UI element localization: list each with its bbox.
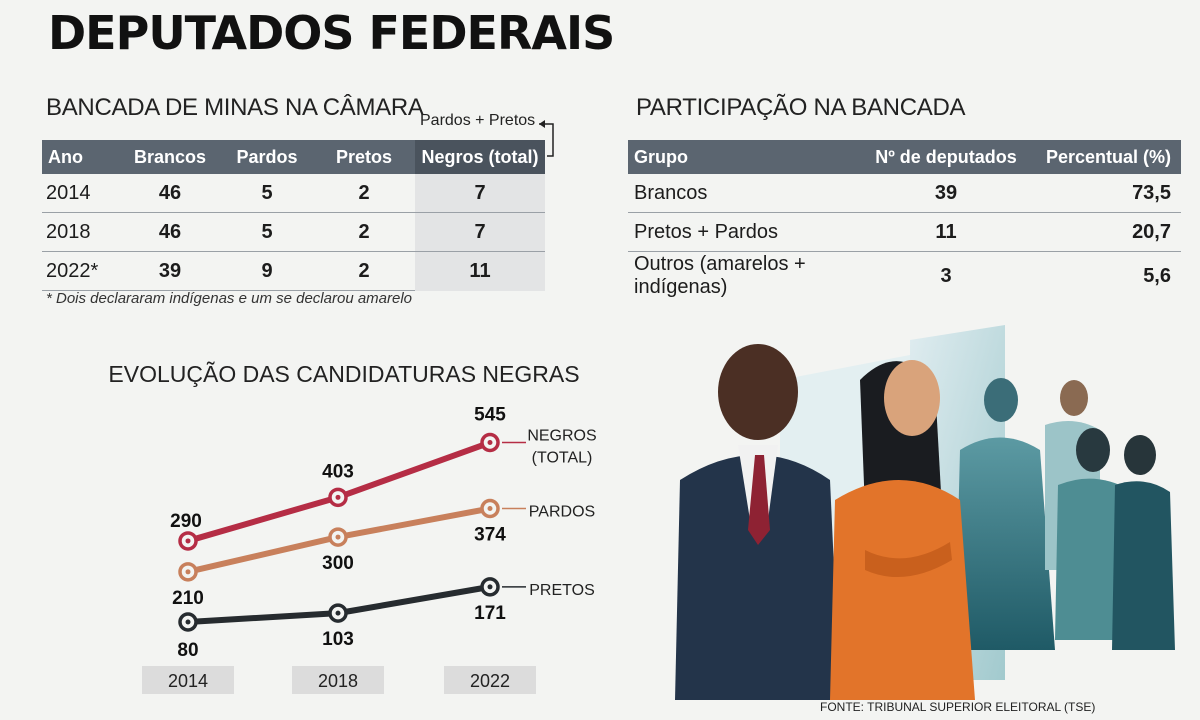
table-cell: 39 bbox=[119, 251, 221, 291]
table-cell: 20,7 bbox=[1027, 212, 1181, 252]
series-name: PRETOS bbox=[529, 582, 595, 599]
data-point-center bbox=[185, 619, 191, 625]
table-cell: 2022* bbox=[42, 251, 119, 291]
col-header: Grupo bbox=[628, 140, 865, 174]
data-label: 290 bbox=[170, 511, 202, 532]
table-cell: Brancos bbox=[628, 174, 865, 213]
table-row: 2018 46 5 2 7 bbox=[42, 212, 545, 252]
data-point-center bbox=[487, 506, 493, 512]
x-tick-label: 2018 bbox=[318, 671, 358, 691]
table-cell: 2018 bbox=[42, 212, 119, 252]
people-illustration bbox=[675, 325, 1175, 700]
table-cell: 39 bbox=[865, 174, 1027, 213]
data-label: 80 bbox=[177, 640, 198, 661]
table-cell: 7 bbox=[415, 212, 545, 252]
participacao-title: PARTICIPAÇÃO NA BANCADA bbox=[636, 94, 966, 121]
table-row: Outros (amarelos + indígenas) 3 5,6 bbox=[628, 252, 1181, 301]
col-header: Nº de deputados bbox=[865, 140, 1027, 174]
x-tick-box bbox=[444, 666, 536, 694]
table-row: 2022* 39 9 2 11 bbox=[42, 251, 545, 291]
x-tick-label: 2014 bbox=[168, 671, 208, 691]
data-point-center bbox=[487, 584, 493, 590]
table-cell: 46 bbox=[119, 212, 221, 252]
bancada-header-row: Ano Brancos Pardos Pretos Negros (total) bbox=[42, 140, 545, 174]
bracket-arrow bbox=[539, 120, 554, 157]
data-label: 403 bbox=[322, 461, 354, 482]
table-cell: 11 bbox=[865, 212, 1027, 252]
col-header: Pretos bbox=[313, 140, 415, 174]
series-name: (TOTAL) bbox=[532, 450, 593, 467]
table-cell: 5 bbox=[221, 212, 313, 252]
table-cell: Outros (amarelos + indígenas) bbox=[634, 253, 806, 298]
data-label: 210 bbox=[172, 588, 204, 609]
table-cell: Pretos + Pardos bbox=[628, 212, 865, 252]
table-cell: 11 bbox=[415, 251, 545, 291]
table-cell: 3 bbox=[940, 264, 952, 287]
table-cell: 5,6 bbox=[1143, 264, 1171, 287]
data-point-center bbox=[487, 440, 493, 446]
data-label: 374 bbox=[474, 525, 506, 546]
col-header: Percentual (%) bbox=[1027, 140, 1181, 174]
table-cell: 5 bbox=[221, 174, 313, 213]
data-point-center bbox=[185, 538, 191, 544]
data-point-center bbox=[335, 610, 341, 616]
table-cell: 2 bbox=[313, 174, 415, 213]
table-cell: 73,5 bbox=[1027, 174, 1181, 213]
data-point-center bbox=[185, 569, 191, 575]
chart-title: EVOLUÇÃO DAS CANDIDATURAS NEGRAS bbox=[108, 361, 579, 387]
table-cell: 46 bbox=[119, 174, 221, 213]
participacao-table: Grupo Nº de deputados Percentual (%) Bra… bbox=[628, 140, 1181, 300]
series-name: PARDOS bbox=[529, 504, 595, 521]
table-cell: 2014 bbox=[42, 174, 119, 213]
col-header: Pardos bbox=[221, 140, 313, 174]
data-point-center bbox=[335, 494, 341, 500]
bancada-title: BANCADA DE MINAS NA CÂMARA bbox=[46, 94, 424, 121]
col-header: Brancos bbox=[119, 140, 221, 174]
data-point-center bbox=[335, 534, 341, 540]
data-label: 545 bbox=[474, 405, 506, 426]
data-label: 300 bbox=[322, 553, 354, 574]
table-row: 2014 46 5 2 7 bbox=[42, 174, 545, 213]
table-cell: 7 bbox=[415, 174, 545, 213]
participacao-header-row: Grupo Nº de deputados Percentual (%) bbox=[628, 140, 1181, 174]
data-label: 171 bbox=[474, 603, 506, 624]
col-header: Negros (total) bbox=[415, 140, 545, 174]
col-header: Ano bbox=[42, 140, 119, 174]
series-name: NEGROS bbox=[527, 428, 596, 445]
table-row: Pretos + Pardos 11 20,7 bbox=[628, 212, 1181, 252]
x-tick-box bbox=[292, 666, 384, 694]
page-title: DEPUTADOS FEDERAIS bbox=[48, 6, 615, 60]
table-cell: 9 bbox=[221, 251, 313, 291]
bancada-note: * Dois declararam indígenas e um se decl… bbox=[46, 290, 413, 307]
x-tick-label: 2022 bbox=[470, 671, 510, 691]
bancada-table: Ano Brancos Pardos Pretos Negros (total)… bbox=[42, 140, 545, 291]
table-cell: 2 bbox=[313, 251, 415, 291]
x-tick-box bbox=[142, 666, 234, 694]
table-cell: 2 bbox=[313, 212, 415, 252]
bracket-label: Pardos + Pretos bbox=[420, 112, 536, 129]
source-note: FONTE: TRIBUNAL SUPERIOR ELEITORAL (TSE) bbox=[820, 700, 1096, 714]
data-label: 103 bbox=[322, 629, 354, 650]
table-row: Brancos 39 73,5 bbox=[628, 174, 1181, 213]
candidaturas-chart: EVOLUÇÃO DAS CANDIDATURAS NEGRAS 290 403 54… bbox=[108, 361, 597, 694]
